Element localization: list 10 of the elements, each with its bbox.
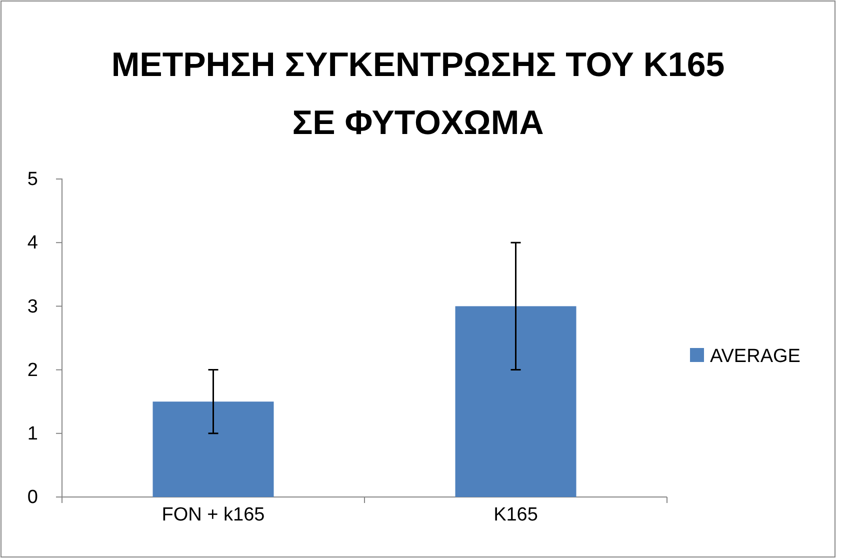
chart-title: ΜΕΤΡΗΣΗ ΣΥΓΚΕΝΤΡΩΣΗΣ ΤΟΥ Κ165 ΣΕ ΦΥΤΟΧΩΜΑ: [111, 46, 725, 142]
legend-label: AVERAGE: [710, 346, 800, 367]
y-tick-label: 3: [27, 296, 38, 318]
y-tick-label: 5: [27, 169, 38, 190]
y-tick-label: 2: [27, 360, 38, 381]
x-tick-label: FON + k165: [162, 504, 265, 526]
x-tick-label: K165: [494, 504, 538, 526]
y-tick-label: 4: [27, 232, 38, 254]
y-tick-label: 1: [27, 423, 38, 444]
y-tick-label: 0: [27, 487, 38, 508]
